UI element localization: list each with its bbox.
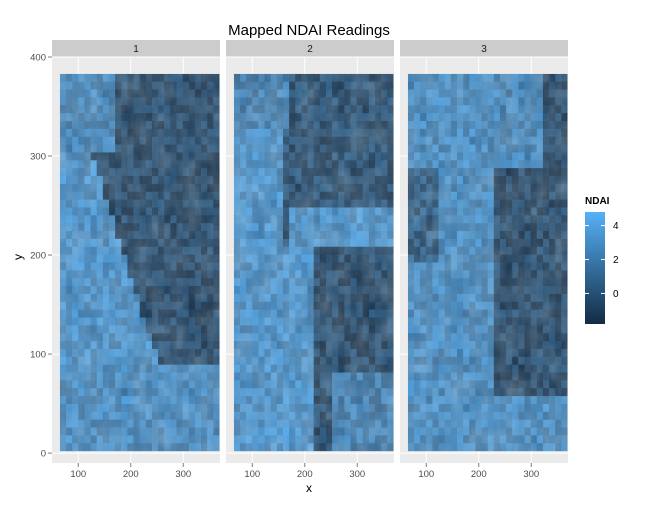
x-tick-label: 300 (175, 469, 191, 480)
heatmap-texture (407, 73, 568, 452)
legend-ticks: 0 2 4 (585, 221, 619, 300)
facet-panel-1: 1 (52, 40, 220, 463)
legend-label: 2 (613, 255, 619, 266)
y-axis: 0 100 200 300 400 (30, 53, 52, 460)
x-tick-label: 100 (70, 469, 86, 480)
y-tick-label: 300 (30, 152, 46, 163)
x-axes: 100 200 300 100 200 300 100 200 300 (70, 463, 539, 480)
heatmap-tiles (233, 73, 394, 452)
facet-strip (400, 40, 568, 57)
y-tick-label: 100 (30, 350, 46, 361)
x-tick-label: 200 (297, 469, 313, 480)
y-tick-label: 200 (30, 251, 46, 262)
chart-title: Mapped NDAI Readings (228, 22, 390, 39)
x-axis-title: x (306, 481, 312, 495)
facet-strip-label: 2 (307, 44, 313, 55)
legend-label: 0 (613, 289, 619, 300)
heatmap-texture (233, 73, 394, 452)
y-tick-label: 400 (30, 53, 46, 64)
heatmap-tiles (407, 73, 568, 452)
legend-label: 4 (613, 221, 619, 232)
x-tick-label: 200 (471, 469, 487, 480)
x-tick-label: 200 (123, 469, 139, 480)
legend-colorbar (585, 212, 605, 324)
facet-strip-label: 3 (481, 44, 487, 55)
heatmap-texture (59, 73, 220, 452)
facet-strip-label: 1 (133, 44, 139, 55)
facet-strip (52, 40, 220, 57)
facet-panel-3: 3 (400, 40, 568, 463)
y-tick-label: 0 (41, 449, 46, 460)
y-axis-title: y (11, 254, 25, 260)
x-tick-label: 100 (418, 469, 434, 480)
heatmap-tiles (59, 73, 220, 452)
x-tick-label: 100 (244, 469, 260, 480)
x-tick-label: 300 (523, 469, 539, 480)
facet-strip (226, 40, 394, 57)
legend-title: NDAI (585, 196, 610, 207)
facet-panel-2: 2 (226, 40, 394, 463)
x-tick-label: 300 (349, 469, 365, 480)
facet-panels: 1 2 3 (52, 40, 568, 463)
legend: NDAI 0 2 4 (585, 196, 619, 324)
